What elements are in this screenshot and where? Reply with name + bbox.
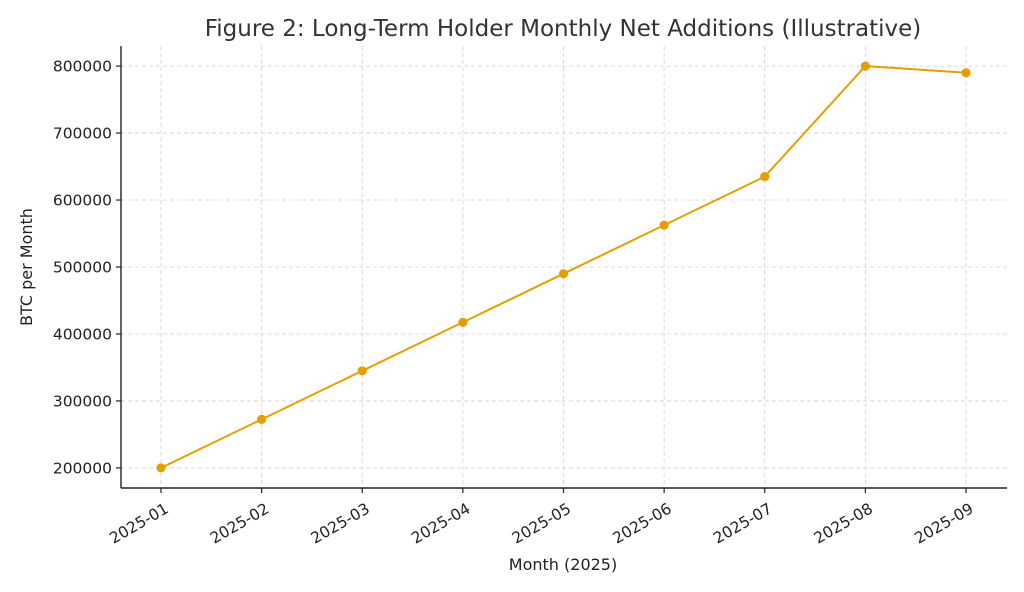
x-axis-ticks: 2025-01 2025-02 2025-03 2025-04 2025-05 2025-… [107, 488, 977, 548]
x-tick-label: 2025-06 [610, 500, 675, 548]
x-tick-label: 2025-03 [308, 500, 373, 548]
data-point [961, 68, 971, 78]
y-axis-ticks: 200000 300000 400000 500000 600000 700000 8000… [53, 58, 121, 477]
y-tick-label: 600000 [53, 192, 112, 210]
x-tick-label: 2025-07 [710, 500, 775, 548]
x-tick-label: 2025-05 [509, 500, 574, 548]
x-axis-label: Month (2025) [509, 555, 617, 574]
x-tick-label: 2025-08 [811, 500, 876, 548]
data-point [156, 463, 166, 473]
chart-title: Figure 2: Long-Term Holder Monthly Net A… [205, 16, 922, 42]
series-group [156, 61, 971, 473]
x-tick-label: 2025-09 [912, 500, 977, 548]
y-axis-label: BTC per Month [17, 208, 36, 326]
y-tick-label: 800000 [53, 58, 112, 76]
y-tick-label: 700000 [53, 125, 112, 143]
gridlines [121, 46, 1007, 488]
x-tick-label: 2025-01 [107, 500, 172, 548]
y-tick-label: 500000 [53, 259, 112, 277]
data-point [458, 317, 468, 327]
y-tick-label: 300000 [53, 392, 112, 410]
data-point [659, 220, 669, 230]
data-point [257, 414, 267, 424]
data-point [760, 171, 770, 182]
y-tick-label: 400000 [53, 325, 112, 343]
y-tick-label: 200000 [53, 459, 112, 477]
data-point [860, 61, 870, 71]
data-point [558, 269, 569, 279]
x-tick-label: 2025-04 [408, 500, 473, 548]
x-tick-label: 2025-02 [207, 500, 272, 548]
data-point [357, 366, 367, 376]
